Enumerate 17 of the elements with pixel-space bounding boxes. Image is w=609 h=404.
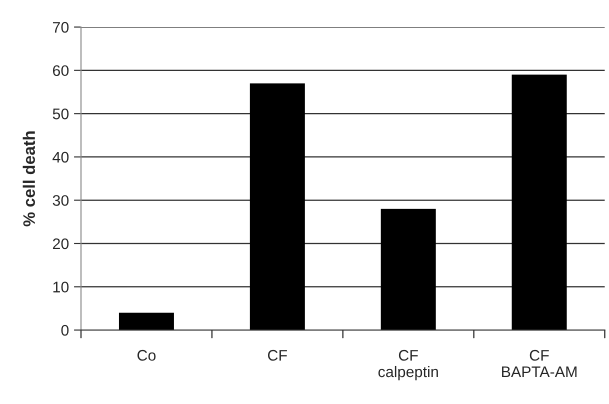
- y-tick-label: 30: [52, 195, 69, 206]
- y-tick-label: 70: [52, 22, 69, 33]
- y-axis-title: % cell death: [22, 131, 36, 226]
- x-tick-label: Co: [137, 350, 156, 361]
- x-tick-label: CF calpeptin: [378, 350, 438, 380]
- y-tick-label: 60: [52, 65, 69, 76]
- y-tick-label: 40: [52, 152, 69, 163]
- bar: [380, 208, 436, 330]
- bar: [512, 74, 567, 330]
- x-tick-label: CF BAPTA-AM: [502, 350, 576, 378]
- x-tick-label: CF: [268, 350, 287, 361]
- y-tick-label: 50: [52, 108, 69, 120]
- y-tick-label: 20: [52, 238, 69, 250]
- bar: [250, 83, 305, 330]
- bar: [118, 312, 174, 330]
- y-tick-label: 0: [61, 324, 69, 336]
- y-tick-label: 10: [53, 282, 69, 292]
